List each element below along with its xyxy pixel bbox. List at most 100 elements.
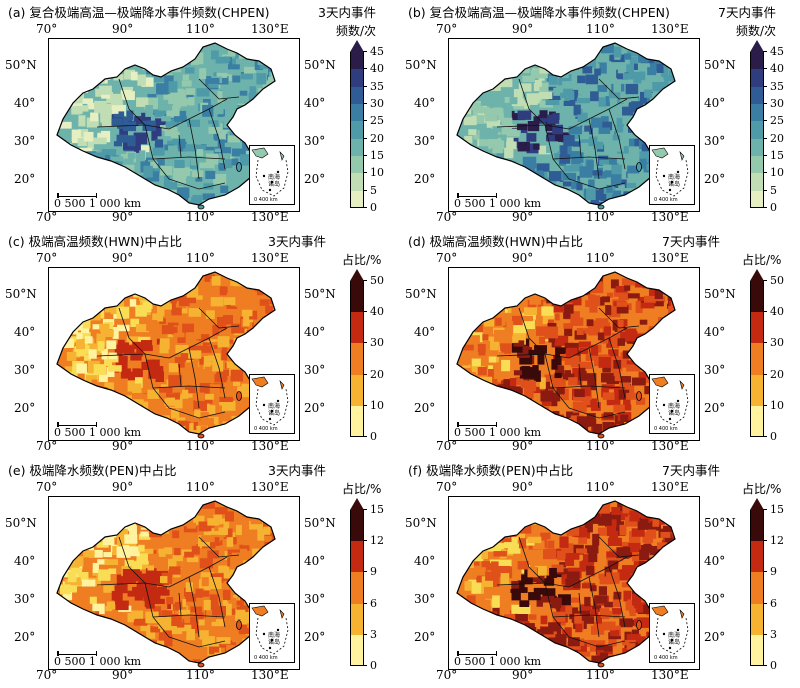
- grid-cell: [551, 564, 564, 573]
- grid-cell: [62, 52, 69, 64]
- grid-cell: [95, 297, 105, 307]
- grid-cell: [72, 390, 80, 402]
- grid-cell: [527, 566, 538, 578]
- grid-cell: [114, 167, 124, 179]
- grid-cell: [84, 336, 93, 344]
- grid-cell: [164, 200, 175, 205]
- grid-cell: [532, 365, 539, 374]
- grid-cell: [509, 97, 518, 105]
- grid-cell: [111, 118, 123, 127]
- grid-cell: [91, 152, 106, 160]
- grid-cell: [474, 161, 485, 172]
- grid-cell: [663, 116, 675, 123]
- grid-cell: [138, 288, 149, 301]
- south-china-sea-inset: 南海 诸岛 0 400 km: [649, 145, 695, 205]
- grid-cell: [237, 651, 247, 659]
- grid-cell: [530, 51, 539, 62]
- grid-cell: [221, 388, 229, 397]
- grid-cell: [518, 180, 532, 189]
- inset-scale: 0 400 km: [254, 197, 278, 203]
- grid-cell: [475, 575, 485, 584]
- grid-cell: [64, 314, 73, 324]
- colorbar-extend-arrow: [750, 40, 764, 52]
- grid-cell: [533, 83, 545, 92]
- grid-cell: [632, 552, 639, 562]
- grid-cell: [100, 329, 114, 337]
- grid-cell: [152, 654, 163, 663]
- grid-cell: [124, 158, 134, 170]
- inset-map: [251, 605, 289, 655]
- grid-cell: [103, 585, 114, 593]
- grid-cell: [477, 176, 490, 182]
- province-boundary: [588, 576, 600, 638]
- grid-cell: [490, 108, 504, 116]
- grid-cell: [91, 74, 100, 84]
- grid-cell: [62, 177, 70, 184]
- grid-cell: [108, 568, 117, 575]
- grid-cell: [257, 529, 266, 541]
- grid-cell: [644, 385, 652, 395]
- grid-cell: [186, 628, 196, 639]
- grid-cell: [573, 395, 586, 401]
- grid-cell: [109, 173, 121, 180]
- grid-cell: [80, 571, 89, 581]
- colorbar-segment: [350, 103, 364, 122]
- grid-cell: [483, 74, 491, 82]
- grid-cell: [84, 46, 92, 56]
- grid-cell: [672, 333, 675, 345]
- grid-cell: [171, 307, 182, 316]
- grid-cell: [558, 594, 571, 606]
- grid-cell: [183, 526, 198, 533]
- grid-cell: [217, 316, 228, 325]
- grid-cell: [78, 284, 89, 293]
- grid-cell: [84, 354, 92, 361]
- grid-cell: [673, 136, 675, 146]
- grid-cell: [502, 512, 515, 520]
- grid-cell: [187, 332, 202, 339]
- colorbar-tick-label: 50: [763, 274, 784, 287]
- grid-cell: [652, 82, 666, 92]
- grid-cell: [578, 341, 592, 348]
- grid-cell: [260, 554, 274, 564]
- grid-cell: [128, 560, 143, 570]
- colorbar-tick-label: 10: [363, 166, 384, 180]
- grid-cell: [138, 575, 149, 586]
- grid-cell: [67, 571, 77, 583]
- grid-cell: [568, 377, 578, 386]
- grid-cell: [560, 605, 571, 615]
- grid-cell: [216, 75, 229, 85]
- grid-cell: [616, 301, 628, 307]
- grid-cell: [64, 366, 75, 372]
- grid-cell: [176, 187, 190, 198]
- grid-cell: [127, 501, 134, 509]
- province-boundary: [568, 327, 628, 359]
- grid-cell: [58, 288, 66, 296]
- grid-cell: [178, 576, 189, 587]
- south-china-sea-inset: 南海 诸岛 0 400 km: [249, 145, 295, 205]
- grid-cell: [229, 569, 238, 576]
- grid-cell: [526, 380, 537, 392]
- grid-cell: [232, 193, 245, 205]
- grid-cell: [577, 114, 588, 123]
- grid-cell: [513, 340, 525, 347]
- grid-cell: [194, 409, 201, 418]
- grid-cell: [644, 519, 655, 529]
- grid-cell: [142, 49, 152, 61]
- grid-cell: [133, 368, 143, 378]
- province-boundary: [188, 576, 200, 638]
- grid-cell: [208, 126, 221, 134]
- grid-cell: [463, 375, 475, 383]
- grid-cell: [122, 86, 134, 93]
- grid-cell: [527, 51, 539, 58]
- grid-cell: [218, 62, 229, 72]
- grid-cell: [487, 368, 494, 379]
- grid-cell: [217, 583, 227, 593]
- grid-cell: [509, 628, 523, 637]
- grid-cell: [639, 319, 648, 325]
- grid-cell: [641, 567, 652, 579]
- grid-cell: [82, 105, 89, 112]
- grid-cell: [519, 102, 530, 109]
- grid-cell: [464, 567, 478, 578]
- grid-cell: [564, 559, 575, 567]
- grid-cell: [86, 517, 99, 530]
